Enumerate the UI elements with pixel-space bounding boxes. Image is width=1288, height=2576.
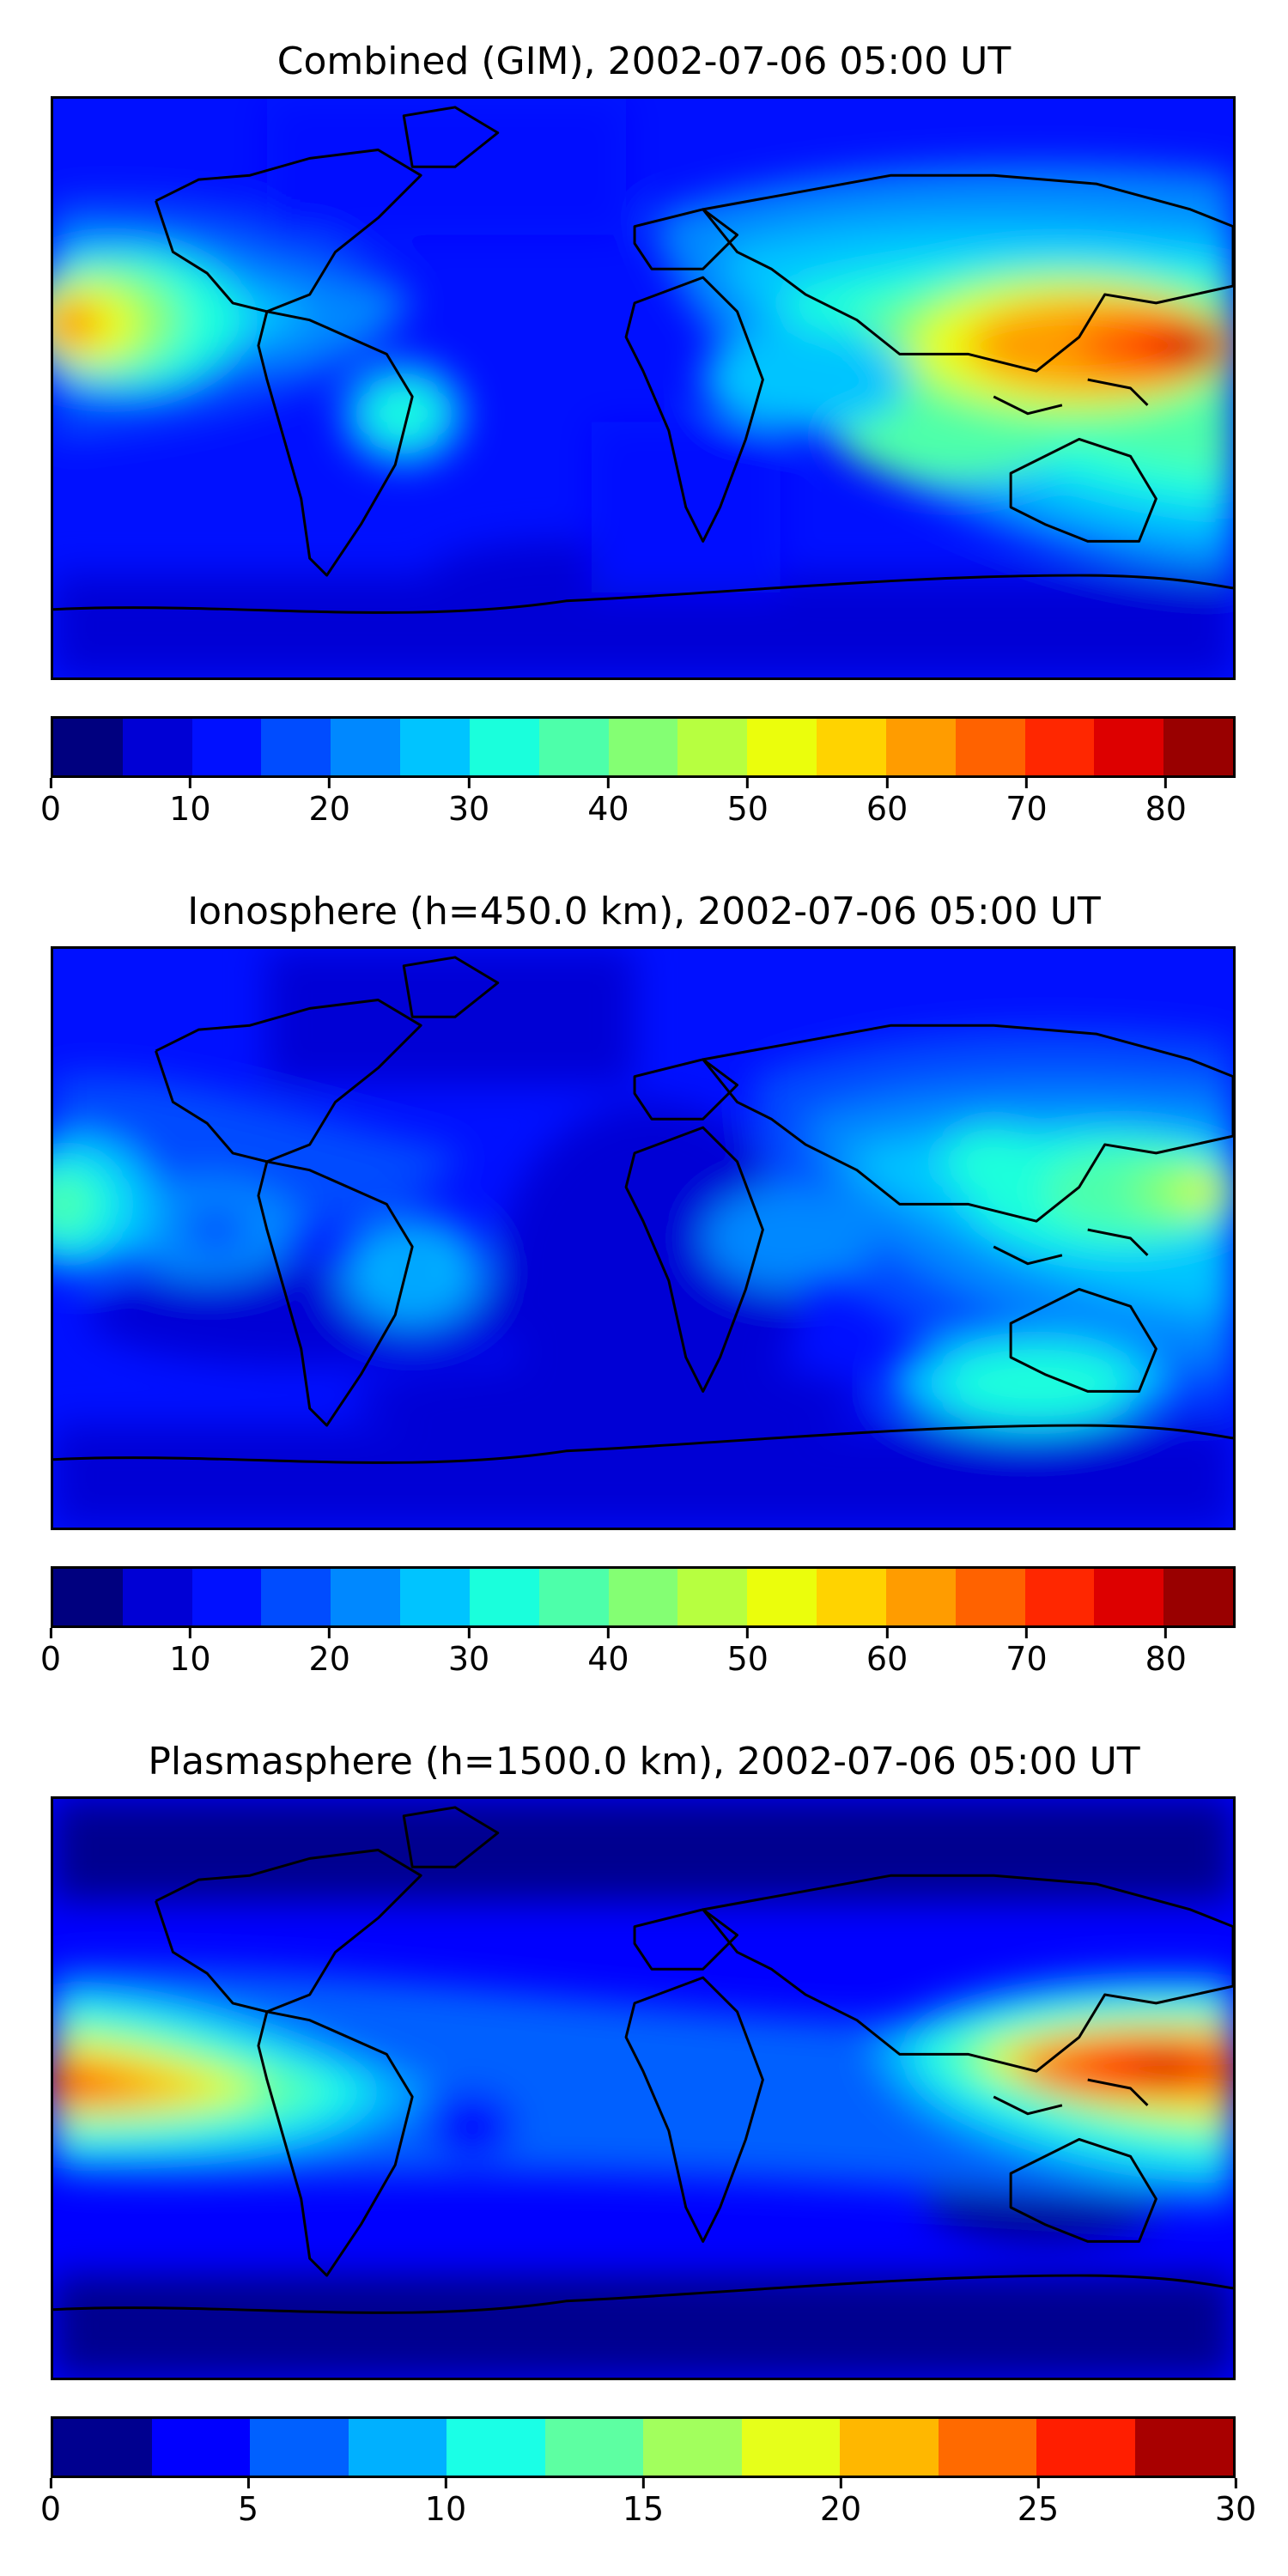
colorbar-swatch	[331, 1569, 401, 1625]
colorbar-swatch	[1163, 719, 1233, 775]
tick-label: 25	[1017, 2478, 1060, 2528]
colorbar-swatch	[817, 1569, 886, 1625]
colorbar-swatch	[53, 1569, 123, 1625]
tick-label: 0	[39, 1628, 62, 1678]
colorbar-ticks-ionosphere: 0 10 20 30 40 50 60 70 80	[40, 1628, 1236, 1683]
colorbar-plasmasphere	[51, 2416, 1236, 2478]
colorbar-swatch	[538, 719, 609, 775]
colorbar-swatch	[677, 719, 748, 775]
colorbar-swatch	[469, 1569, 539, 1625]
colorbar-swatch	[955, 1569, 1025, 1625]
panel-title-ionosphere: Ionosphere (h=450.0 km), 2002-07-06 05:0…	[187, 890, 1101, 933]
tick-label: 5	[237, 2478, 259, 2528]
colorbar-swatch	[817, 719, 886, 775]
colorbar-swatch	[840, 2419, 939, 2476]
tick-label: 30	[447, 1628, 490, 1678]
tick-label: 50	[726, 1628, 769, 1678]
tick-label: 20	[819, 2478, 862, 2528]
tick-label: 10	[169, 778, 211, 828]
colorbar-swatch	[261, 719, 331, 775]
tick-label: 20	[308, 778, 350, 828]
colorbar-ionosphere	[51, 1566, 1236, 1628]
colorbar-swatch	[1036, 2419, 1135, 2476]
colorbar-swatch	[400, 1569, 470, 1625]
tick-label: 0	[39, 778, 62, 828]
colorbar-swatch	[1024, 1569, 1095, 1625]
colorbar-swatch	[938, 2419, 1036, 2476]
tick-label: 60	[866, 1628, 908, 1678]
colorbar-swatch	[1163, 1569, 1233, 1625]
map-plasmasphere	[51, 1796, 1236, 2380]
colorbar-swatch	[1134, 2419, 1233, 2476]
tick-label: 10	[424, 2478, 467, 2528]
colorbar-swatch	[608, 719, 678, 775]
tick-label: 10	[169, 1628, 211, 1678]
tick-label: 0	[39, 2478, 62, 2528]
tick-label: 40	[587, 1628, 629, 1678]
map-ionosphere	[51, 946, 1236, 1530]
colorbar-swatch	[191, 719, 262, 775]
panel-title-combined: Combined (GIM), 2002-07-06 05:00 UT	[276, 39, 1012, 83]
tick-label: 30	[447, 778, 490, 828]
colorbar-swatch	[122, 719, 192, 775]
tick-label: 30	[1214, 2478, 1257, 2528]
colorbar-swatch	[538, 1569, 609, 1625]
colorbar-swatch	[1094, 1569, 1164, 1625]
colorbar-swatch	[747, 719, 817, 775]
colorbar-swatch	[1024, 719, 1095, 775]
colorbar-ticks-plasmasphere: 0 5 10 15 20 25 30	[40, 2478, 1256, 2533]
colorbar-swatch	[747, 1569, 817, 1625]
colorbar-swatch	[53, 2419, 152, 2476]
colorbar-swatch	[348, 2419, 447, 2476]
colorbar-swatch	[400, 719, 470, 775]
colorbar-swatch	[1094, 719, 1164, 775]
colorbar-swatch	[741, 2419, 840, 2476]
colorbar-swatch	[53, 719, 123, 775]
tick-label: 60	[866, 778, 908, 828]
colorbar-swatch	[885, 1569, 956, 1625]
colorbar-swatch	[608, 1569, 678, 1625]
colorbar-swatch	[544, 2419, 643, 2476]
tick-label: 70	[1005, 1628, 1048, 1678]
colorbar-swatch	[677, 1569, 748, 1625]
colorbar-swatch	[331, 719, 401, 775]
colorbar-combined	[51, 716, 1236, 778]
tick-label: 80	[1145, 778, 1187, 828]
colorbar-swatch	[643, 2419, 742, 2476]
tick-label: 20	[308, 1628, 350, 1678]
colorbar-swatch	[122, 1569, 192, 1625]
colorbar-swatch	[955, 719, 1025, 775]
tick-label: 40	[587, 778, 629, 828]
colorbar-swatch	[151, 2419, 250, 2476]
colorbar-swatch	[447, 2419, 545, 2476]
colorbar-ticks-combined: 0 10 20 30 40 50 60 70 80	[40, 778, 1236, 833]
tick-label: 70	[1005, 778, 1048, 828]
colorbar-swatch	[261, 1569, 331, 1625]
tick-label: 80	[1145, 1628, 1187, 1678]
colorbar-swatch	[191, 1569, 262, 1625]
map-combined	[51, 96, 1236, 680]
colorbar-swatch	[885, 719, 956, 775]
tick-label: 15	[622, 2478, 665, 2528]
colorbar-swatch	[250, 2419, 349, 2476]
panel-title-plasmasphere: Plasmasphere (h=1500.0 km), 2002-07-06 0…	[148, 1740, 1140, 1783]
tick-label: 50	[726, 778, 769, 828]
colorbar-swatch	[469, 719, 539, 775]
